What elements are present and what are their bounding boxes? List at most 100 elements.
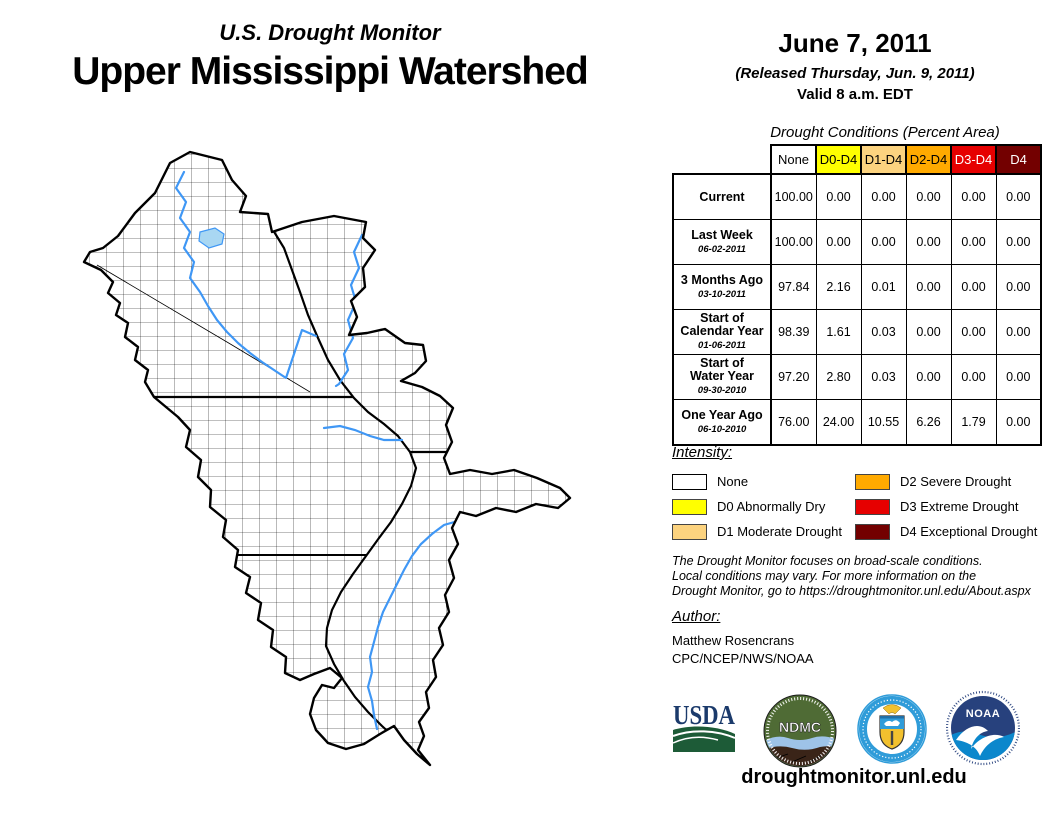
value-cell: 0.00 (905, 309, 952, 355)
disclaimer-text: The Drought Monitor focuses on broad-sca… (672, 554, 1031, 598)
value-cell: 6.26 (905, 399, 952, 446)
title-block: U.S. Drought Monitor Upper Mississippi W… (28, 20, 632, 94)
river-wisconsin (334, 233, 364, 388)
map-date: June 7, 2011 (778, 28, 932, 58)
legend-title: Intensity: (672, 444, 733, 461)
value-cell: 0.00 (905, 219, 952, 265)
table-row: 3 Months Ago 03-10-2011 97.84 2.16 0.01 0… (672, 264, 1042, 310)
d2-swatch (855, 473, 890, 490)
value-cell: 1.61 (815, 309, 862, 355)
table-row: Last Week 06-02-2011 100.00 0.00 0.00 0.0… (672, 219, 1042, 265)
value-cell: 2.16 (815, 264, 862, 310)
noaa-logo-text: NOAA (966, 708, 1000, 720)
value-cell: 97.84 (770, 264, 817, 310)
legend-grid: None D0 Abnormally Dry D1 Moderate Droug… (672, 469, 1052, 544)
value-cell: 76.00 (770, 399, 817, 446)
value-cell: 0.00 (860, 219, 907, 265)
value-cell: 100.00 (770, 173, 817, 220)
value-cell: 0.00 (995, 354, 1042, 400)
program-title: U.S. Drought Monitor (219, 20, 441, 45)
commerce-eagle (882, 704, 902, 715)
value-cell: 24.00 (815, 399, 862, 446)
row-label-cell: Start of Calendar Year 01-06-2011 (672, 309, 772, 355)
valid-time: Valid 8 a.m. EDT (797, 86, 913, 103)
d0-swatch (672, 498, 707, 515)
value-cell: 10.55 (860, 399, 907, 446)
table-title: Drought Conditions (Percent Area) (770, 124, 1000, 141)
value-cell: 0.00 (815, 219, 862, 265)
table-row: Current 100.00 0.00 0.00 0.00 0.00 0.00 (672, 173, 1042, 220)
river-illinois (366, 519, 460, 731)
column-header: D4 (995, 144, 1042, 175)
value-cell: 0.00 (905, 264, 952, 310)
state-line-mississippi-corridor (272, 229, 431, 765)
value-cell: 98.39 (770, 309, 817, 355)
value-cell: 0.00 (950, 219, 997, 265)
value-cell: 0.00 (905, 354, 952, 400)
lake-mille-lacs (198, 227, 225, 249)
usda-logo: USDA (672, 700, 735, 752)
value-cell: 2.80 (815, 354, 862, 400)
county-grid (84, 152, 570, 765)
legend-item: D0 Abnormally Dry (672, 494, 855, 519)
value-cell: 0.03 (860, 309, 907, 355)
d1-swatch (672, 523, 707, 540)
value-cell: 0.01 (860, 264, 907, 310)
page-title: Upper Mississippi Watershed (72, 50, 589, 93)
value-cell: 0.00 (995, 399, 1042, 446)
legend-item: None (672, 469, 855, 494)
ndmc-ring-text (766, 697, 834, 765)
intensity-legend: Intensity: None D0 Abnormally Dry D1 Mod… (672, 444, 1052, 544)
column-header: D1-D4 (860, 144, 907, 175)
value-cell: 0.00 (815, 173, 862, 220)
legend-item: D3 Extreme Drought (855, 494, 1052, 519)
logo-row: USDA NDMC (664, 690, 1044, 768)
table-header-row: None D0-D4 D1-D4 D2-D4 D3-D4 D4 (673, 144, 1042, 175)
value-cell: 0.00 (995, 264, 1042, 310)
value-cell: 0.00 (950, 309, 997, 355)
commerce-column (890, 731, 894, 745)
author-title: Author: (672, 608, 721, 625)
noaa-gull (956, 725, 1004, 756)
commerce-ring-text (862, 699, 922, 759)
none-swatch (672, 473, 707, 490)
d3-swatch (855, 498, 890, 515)
value-cell: 0.00 (950, 173, 997, 220)
row-label-cell: 3 Months Ago 03-10-2011 (672, 264, 772, 310)
ndmc-logo-text: NDMC (779, 719, 821, 735)
d4-swatch (855, 523, 890, 540)
ndmc-logo: NDMC (763, 694, 837, 768)
release-date: (Released Thursday, Jun. 9, 2011) (735, 65, 975, 82)
column-header: D3-D4 (950, 144, 997, 175)
noaa-ring-text (946, 690, 1020, 766)
river-cedar (322, 424, 404, 442)
river-mississippi-upper (174, 170, 318, 380)
table-row: Start of Water Year 09-30-2010 97.20 2.80… (672, 354, 1042, 400)
legend-item: D2 Severe Drought (855, 469, 1052, 494)
value-cell: 97.20 (770, 354, 817, 400)
value-cell: 100.00 (770, 219, 817, 265)
value-cell: 0.00 (995, 219, 1042, 265)
noaa-logo: NOAA (946, 690, 1020, 766)
value-cell: 0.00 (950, 264, 997, 310)
value-cell: 0.00 (860, 173, 907, 220)
column-header: None (770, 144, 817, 175)
commerce-ship (884, 720, 900, 726)
legend-item: D4 Exceptional Drought (855, 519, 1052, 544)
watershed-map (72, 140, 652, 805)
column-header: D0-D4 (815, 144, 862, 175)
value-cell: 0.00 (995, 309, 1042, 355)
legend-item: D1 Moderate Drought (672, 519, 855, 544)
usda-logo-text: USDA (673, 700, 735, 730)
watershed-outline (82, 150, 572, 767)
author-name: Matthew Rosencrans (672, 633, 795, 648)
commerce-seal (857, 694, 927, 764)
drought-conditions-table: None D0-D4 D1-D4 D2-D4 D3-D4 D4 Current … (672, 144, 1042, 446)
value-cell: 0.03 (860, 354, 907, 400)
watershed-map-svg (82, 150, 572, 767)
table-row: One Year Ago 06-10-2010 76.00 24.00 10.55… (672, 399, 1042, 446)
table-corner-cell (673, 145, 771, 174)
footer-url: droughtmonitor.unl.edu (741, 766, 967, 788)
value-cell: 0.00 (905, 173, 952, 220)
